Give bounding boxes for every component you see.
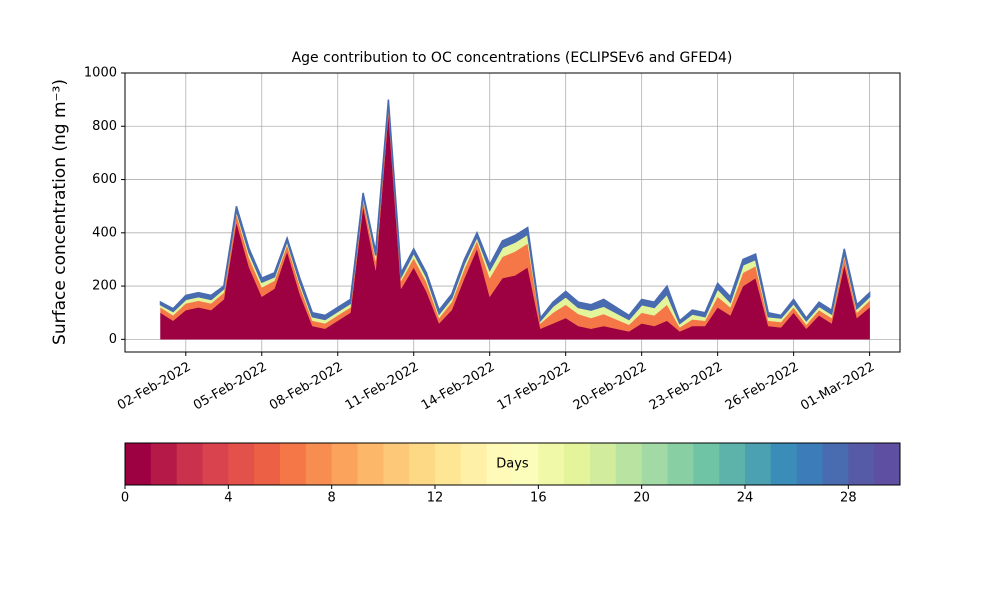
colorbar-tick-label: 20 bbox=[633, 491, 650, 506]
colorbar-bin bbox=[409, 443, 436, 485]
colorbar-bin bbox=[383, 443, 410, 485]
colorbar-bin bbox=[357, 443, 384, 485]
colorbar-bin bbox=[486, 443, 513, 485]
colorbar-bin bbox=[202, 443, 229, 485]
colorbar-bin bbox=[796, 443, 823, 485]
colorbar-bin bbox=[641, 443, 668, 485]
y-tick-label: 1000 bbox=[84, 66, 117, 81]
colorbar-bin bbox=[150, 443, 178, 485]
y-tick-label: 200 bbox=[92, 279, 117, 294]
chart-title: Age contribution to OC concentrations (E… bbox=[292, 50, 733, 66]
colorbar-tick-label: 24 bbox=[737, 491, 754, 506]
colorbar-bin bbox=[460, 443, 488, 485]
y-tick-label: 0 bbox=[109, 332, 117, 347]
colorbar-tick-label: 28 bbox=[840, 491, 857, 506]
colorbar-tick-label: 0 bbox=[121, 491, 129, 506]
colorbar-bin bbox=[176, 443, 203, 485]
colorbar-bin bbox=[564, 443, 591, 485]
colorbar-bin bbox=[719, 443, 746, 485]
colorbar-bin bbox=[435, 443, 462, 485]
colorbar-tick-label: 8 bbox=[328, 491, 336, 506]
colorbar-label: Days bbox=[496, 457, 529, 472]
y-axis-label: Surface concentration (ng m⁻³) bbox=[50, 79, 70, 345]
colorbar-bin bbox=[305, 443, 333, 485]
colorbar-bin bbox=[538, 443, 565, 485]
colorbar-bin bbox=[228, 443, 255, 485]
x-tick-label: 11-Feb-2022 bbox=[343, 360, 422, 414]
colorbar-bin bbox=[125, 443, 152, 485]
colorbar-bin bbox=[512, 443, 539, 485]
colorbar-tick-label: 12 bbox=[427, 491, 444, 506]
colorbar-bin bbox=[615, 443, 643, 485]
colorbar-bin bbox=[693, 443, 720, 485]
colorbar-bin bbox=[331, 443, 358, 485]
colorbar-bin bbox=[590, 443, 617, 485]
x-tick-label: 20-Feb-2022 bbox=[571, 360, 650, 414]
x-tick-label: 17-Feb-2022 bbox=[495, 360, 574, 414]
colorbar-bin bbox=[874, 443, 901, 485]
colorbar-bin bbox=[822, 443, 849, 485]
plot-frame bbox=[124, 72, 901, 353]
area bbox=[159, 99, 871, 325]
x-tick-label: 23-Feb-2022 bbox=[647, 360, 726, 414]
colorbar-tick-label: 16 bbox=[530, 491, 547, 506]
colorbar-bin bbox=[745, 443, 772, 485]
x-tick-label: 26-Feb-2022 bbox=[723, 360, 802, 414]
x-tick-label: 05-Feb-2022 bbox=[191, 360, 270, 414]
colorbar-bin bbox=[280, 443, 307, 485]
y-tick-label: 800 bbox=[92, 119, 117, 134]
y-tick-label: 600 bbox=[92, 172, 117, 187]
colorbar-bin bbox=[254, 443, 281, 485]
y-tick-label: 400 bbox=[92, 225, 117, 240]
colorbar-bin bbox=[848, 443, 875, 485]
colorbar-bin bbox=[770, 443, 798, 485]
x-tick-label: 02-Feb-2022 bbox=[115, 360, 194, 414]
colorbar-frame bbox=[124, 442, 901, 486]
x-tick-label: 14-Feb-2022 bbox=[419, 360, 498, 414]
colorbar-tick-label: 4 bbox=[224, 491, 232, 506]
x-tick-label: 01-Mar-2022 bbox=[798, 360, 877, 414]
colorbar-bin bbox=[667, 443, 694, 485]
x-tick-label: 08-Feb-2022 bbox=[267, 360, 346, 414]
